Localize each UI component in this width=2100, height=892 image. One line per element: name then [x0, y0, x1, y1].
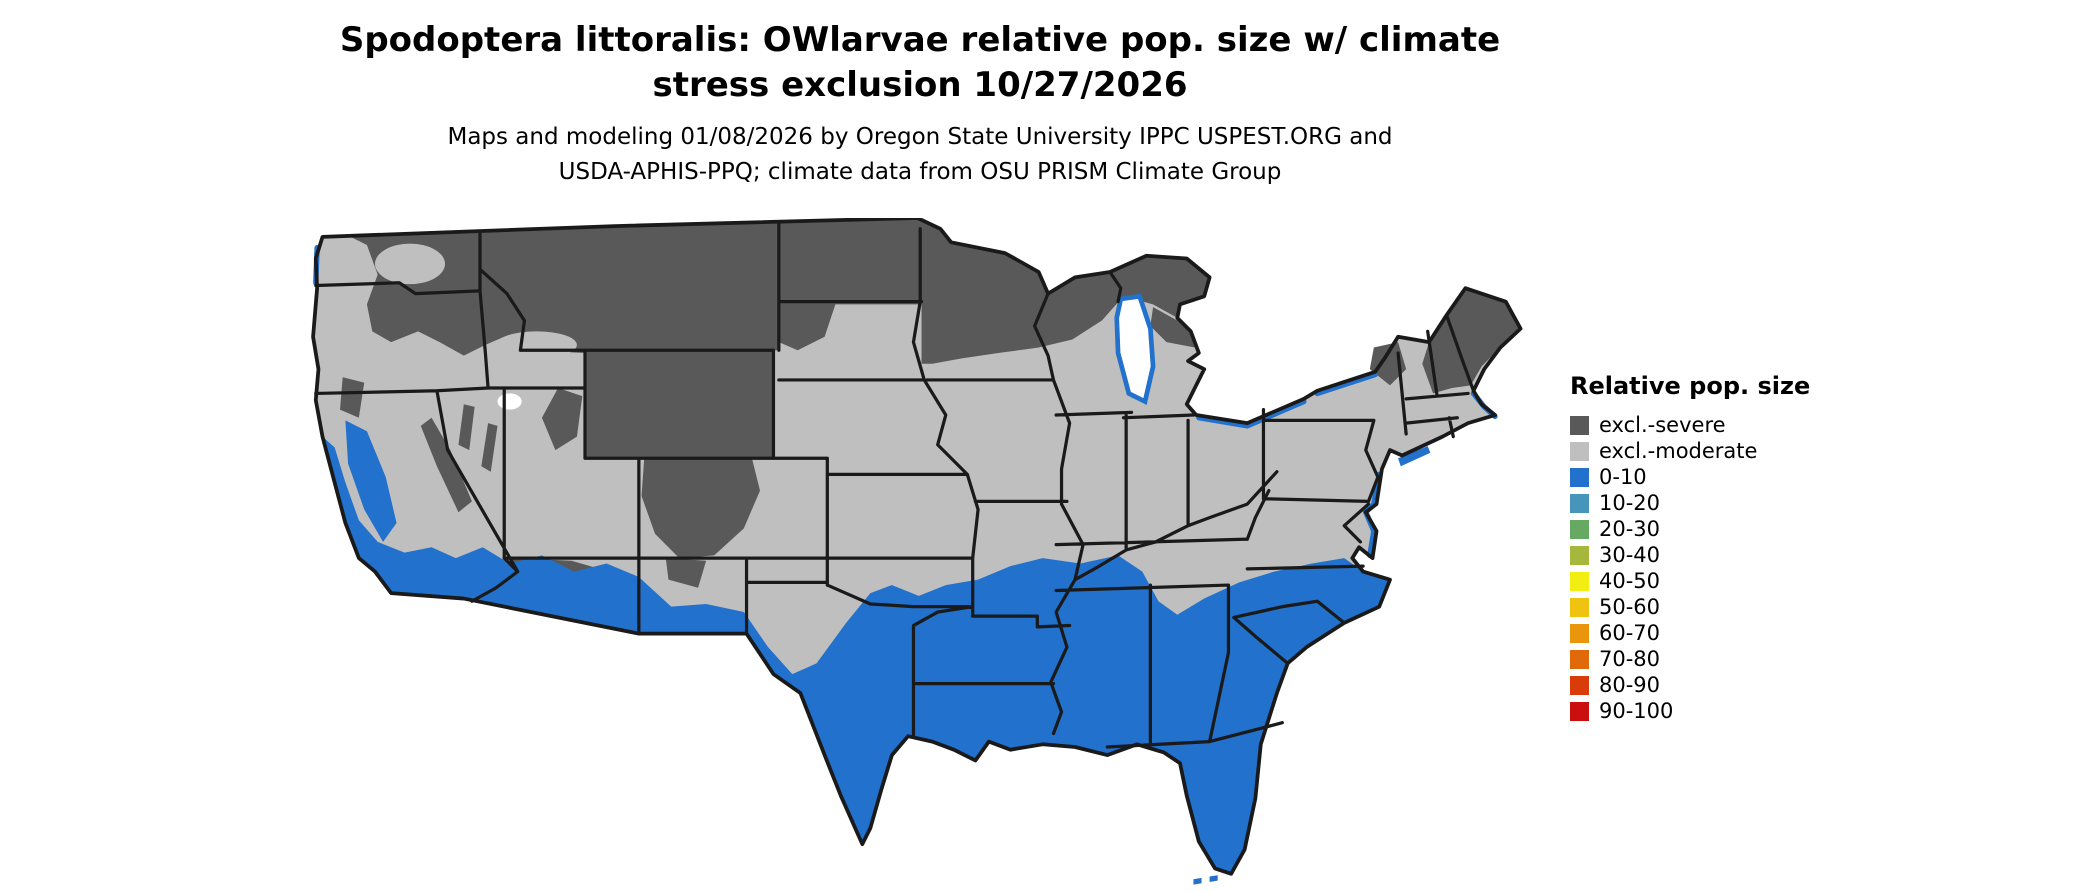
legend-swatch	[1570, 493, 1589, 513]
legend-row: excl.-severe	[1570, 412, 1810, 438]
legend-label: 90-100	[1599, 698, 1674, 723]
page-subtitle-line1: Maps and modeling 01/08/2026 by Oregon S…	[447, 124, 1393, 150]
legend-label: 80-90	[1599, 672, 1661, 697]
page-subtitle: Maps and modeling 01/08/2026 by Oregon S…	[130, 120, 1710, 190]
legend-swatch	[1570, 597, 1589, 617]
legend-swatch	[1570, 623, 1589, 643]
legend-row: 20-30	[1570, 516, 1810, 542]
legend-row: excl.-moderate	[1570, 438, 1810, 464]
legend-label: 70-80	[1599, 646, 1661, 671]
legend-label: 50-60	[1599, 594, 1661, 619]
lake-michigan	[1114, 293, 1156, 405]
us-map-svg	[311, 218, 1523, 885]
legend-row: 70-80	[1570, 646, 1810, 672]
legend-swatch	[1570, 571, 1589, 591]
legend-label: 10-20	[1599, 490, 1661, 515]
us-map	[305, 218, 1530, 886]
page-title-line2: stress exclusion 10/27/2026	[652, 65, 1188, 105]
legend-swatch	[1570, 701, 1589, 721]
legend-swatch	[1570, 675, 1589, 695]
legend-label: 30-40	[1599, 542, 1661, 567]
legend-row: 50-60	[1570, 594, 1810, 620]
legend-row: 0-10	[1570, 464, 1810, 490]
legend-label: 20-30	[1599, 516, 1661, 541]
page-title-line1: Spodoptera littoralis: OWlarvae relative…	[339, 20, 1501, 60]
legend-swatch	[1570, 545, 1589, 565]
snake-plain-patch	[496, 331, 577, 359]
legend-swatch	[1570, 441, 1589, 461]
page-subtitle-line2: USDA-APHIS-PPQ; climate data from OSU PR…	[558, 159, 1282, 185]
legend-label: 60-70	[1599, 620, 1661, 645]
legend-label: 40-50	[1599, 568, 1661, 593]
region-excl-severe	[340, 218, 1521, 594]
legend-swatch	[1570, 415, 1589, 435]
us-outline	[311, 218, 1523, 876]
legend-row: 40-50	[1570, 568, 1810, 594]
legend-swatch	[1570, 649, 1589, 669]
state-borders	[314, 221, 1476, 749]
legend-row: 10-20	[1570, 490, 1810, 516]
legend-row: 80-90	[1570, 672, 1810, 698]
legend-entries: excl.-severe excl.-moderate 0-10 10-20 20-30…	[1570, 412, 1810, 724]
legend-title: Relative pop. size	[1570, 372, 1811, 400]
legend-row: 90-100	[1570, 698, 1810, 724]
legend-label: excl.-severe	[1599, 412, 1726, 437]
legend-label: 0-10	[1599, 464, 1647, 489]
legend-swatch	[1570, 519, 1589, 539]
legend-swatch	[1570, 467, 1589, 487]
region-pop-0-10	[322, 420, 1431, 885]
great-salt-lake	[497, 393, 522, 410]
legend-row: 60-70	[1570, 620, 1810, 646]
legend-row: 30-40	[1570, 542, 1810, 568]
legend-label: excl.-moderate	[1599, 438, 1758, 463]
page-title: Spodoptera littoralis: OWlarvae relative…	[130, 18, 1710, 108]
columbia-basin-patch	[375, 243, 445, 285]
legend: Relative pop. size excl.-severe excl.-mod…	[1570, 372, 1810, 724]
